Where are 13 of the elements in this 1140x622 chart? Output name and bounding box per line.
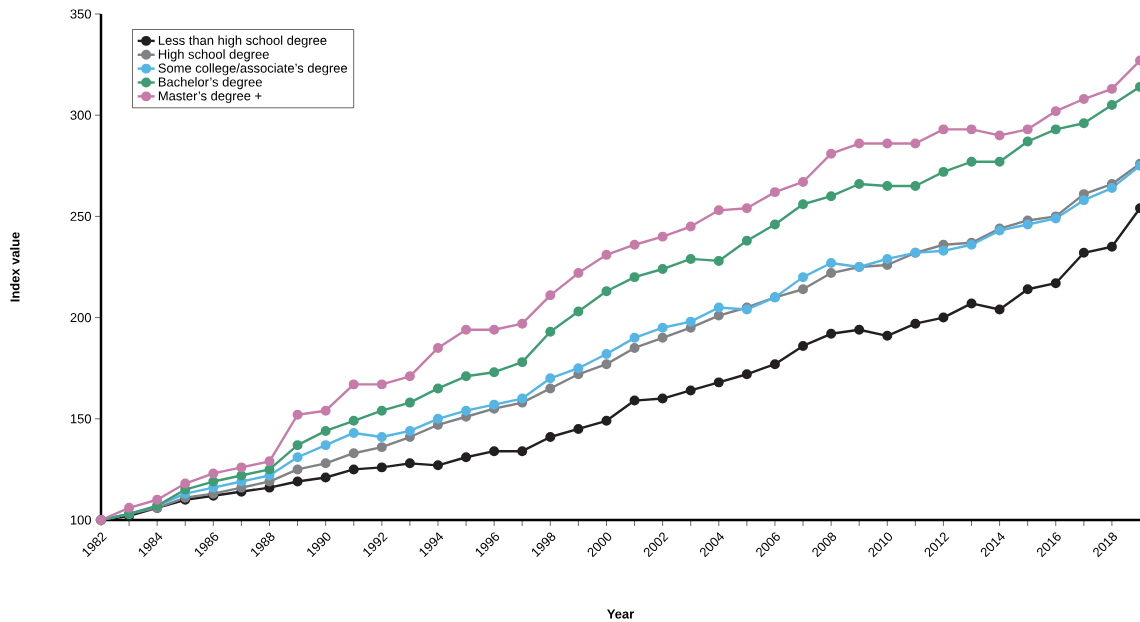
- y-tick-label: 100: [70, 515, 92, 525]
- legend-label: High school degree: [158, 49, 269, 62]
- legend-label: Less than high school degree: [158, 35, 327, 48]
- y-axis-title: Index value: [10, 232, 20, 302]
- legend-label: Some college/associate’s degree: [158, 63, 348, 76]
- x-axis-title: Year: [607, 609, 634, 619]
- y-tick-label: 250: [70, 211, 92, 221]
- y-tick-label: 300: [70, 110, 92, 120]
- y-tick-label: 350: [70, 9, 92, 19]
- y-tick-label: 150: [70, 414, 92, 424]
- legend-label: Bachelor’s degree: [158, 77, 262, 90]
- legend-label: Master’s degree +: [158, 90, 262, 103]
- y-tick-label: 200: [70, 313, 92, 323]
